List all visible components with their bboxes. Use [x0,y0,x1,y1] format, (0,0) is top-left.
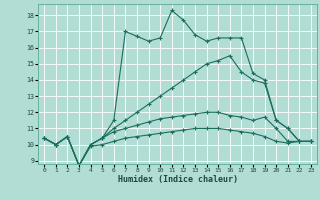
X-axis label: Humidex (Indice chaleur): Humidex (Indice chaleur) [118,175,238,184]
